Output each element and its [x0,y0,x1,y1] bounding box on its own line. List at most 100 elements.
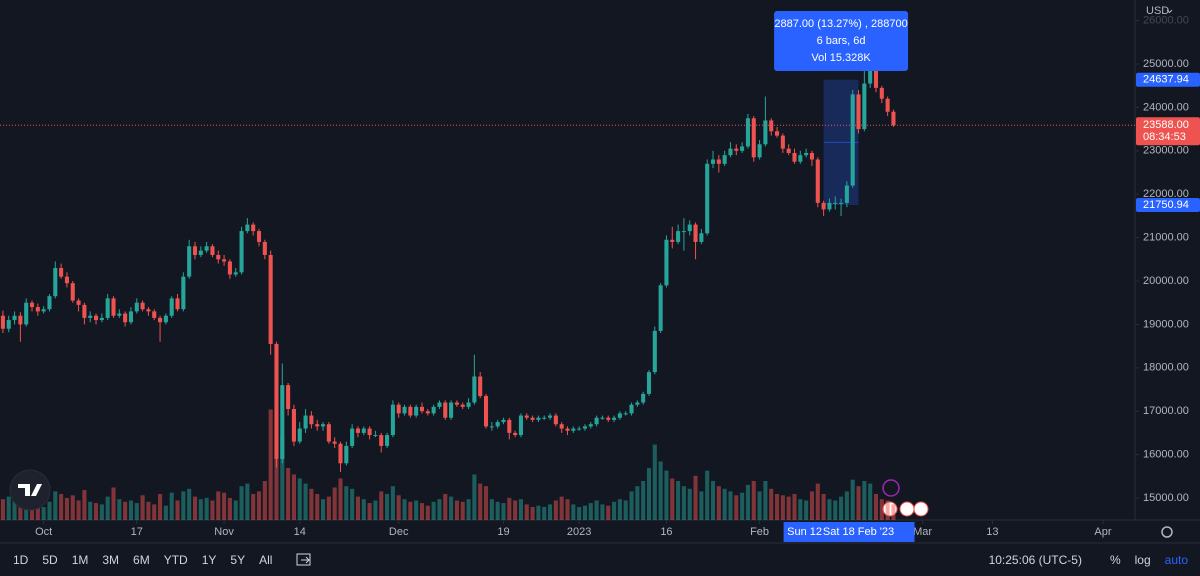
candle-body [745,118,750,147]
candle-body [612,417,617,420]
y-tick-label: 19000.00 [1143,318,1189,330]
range-button[interactable]: 5D [42,553,58,567]
candle-body [815,159,820,203]
range-button[interactable]: 6M [133,553,150,567]
candle-body [757,144,762,158]
range-buttons: 1D 5D 1M 3M 6M YTD 1Y 5Y All [0,553,272,567]
volume-bar [582,505,587,520]
y-tick-label: 25000.00 [1143,58,1189,70]
volume-bar [553,500,558,520]
volume-bar [76,500,81,520]
candle-body [355,428,360,433]
candle-body [804,152,809,156]
candle-body [338,443,343,464]
volume-bar [12,492,17,520]
candle-body [536,417,541,420]
volume-bar [245,483,250,520]
candle-body [187,246,192,277]
range-button[interactable]: YTD [163,553,188,567]
y-tick-label: 17000.00 [1143,405,1189,417]
candle-body [94,315,99,321]
volume-bar [181,491,186,520]
range-button[interactable]: All [259,553,273,567]
clock[interactable]: 10:25:06 (UTC-5) [988,553,1082,567]
candle-body [740,146,745,151]
volume-bar [402,499,407,520]
range-button[interactable]: 1Y [201,553,217,567]
date-range-badge [783,522,915,542]
candle-body [12,315,17,321]
candle-body [449,402,454,418]
volume-bar [239,486,244,520]
candle-body [163,315,168,323]
volume-bar [338,478,343,520]
candle-body [437,402,442,407]
scale-option[interactable]: auto [1164,553,1188,567]
volume-bar [891,504,896,520]
scale-option[interactable]: log [1134,553,1151,567]
x-tick-label: Mar [913,526,932,538]
scale-option[interactable]: % [1109,553,1121,567]
candle-body [460,404,465,407]
measure-tooltip-line: 2887.00 (13.27%) , 288700 [774,18,907,30]
currency[interactable]: USD [1146,5,1169,17]
candle-body [873,70,879,88]
y-tick-label: 21000.00 [1143,232,1189,244]
goto-date-icon[interactable] [294,550,314,570]
candle-body [443,402,448,418]
measure-price-badge [1136,72,1200,87]
candle-body [350,428,355,446]
volume-bar [483,486,489,520]
candle-body [478,376,483,397]
volume-bar [833,500,838,520]
volume-bar [291,474,296,520]
volume-bar [641,481,646,520]
measure-price-badge [1136,198,1200,213]
candle-body [35,307,40,312]
volume-bar [745,484,750,520]
settings-icon[interactable] [1161,526,1173,538]
x-tick-label: 16 [660,526,672,538]
volume-bar [297,478,302,520]
range-button[interactable]: 1D [13,553,29,567]
volume-bar [466,499,471,520]
currency-chevron [1166,9,1173,14]
volume-bar [396,495,401,520]
candle-body [303,415,308,429]
candle-body [198,250,203,255]
candle-body [192,246,198,255]
volume-bar [198,499,203,520]
volume-bar [53,491,58,520]
volume-bar [780,495,785,520]
start-date-label: Sun 12 [787,526,822,538]
range-button[interactable]: 5Y [230,553,246,567]
range-button[interactable]: 1M [71,553,89,567]
volume-bar [699,491,704,520]
volume-bar [769,488,774,520]
volume-bar [827,499,832,520]
volume-bar [262,481,267,520]
volume-bar [6,496,11,520]
countdown: 08:34:53 [1143,131,1186,143]
candle-body [41,309,46,312]
volume-bar [693,475,698,520]
toolbar: 1D 5D 1M 3M 6M YTD 1Y 5Y All 10:25:06 (UTC-5) % l… [0,544,1200,576]
candle-body [454,402,459,405]
range-button[interactable]: 3M [102,553,120,567]
volume-bar [728,491,733,520]
volume-bar [385,494,390,520]
volume-bar [222,492,227,520]
volume-bar [268,409,273,520]
candle-body [419,406,425,412]
volume-bar [361,499,366,520]
volume-bar [472,474,477,520]
candle-body [483,396,489,427]
candle-body [868,70,873,84]
candle-body [542,417,547,419]
candle-body [489,426,494,428]
candle-body [792,152,797,162]
candle-body [326,424,331,442]
candle-body [751,118,756,158]
volume-bar [163,505,168,520]
candle-body [117,313,122,316]
